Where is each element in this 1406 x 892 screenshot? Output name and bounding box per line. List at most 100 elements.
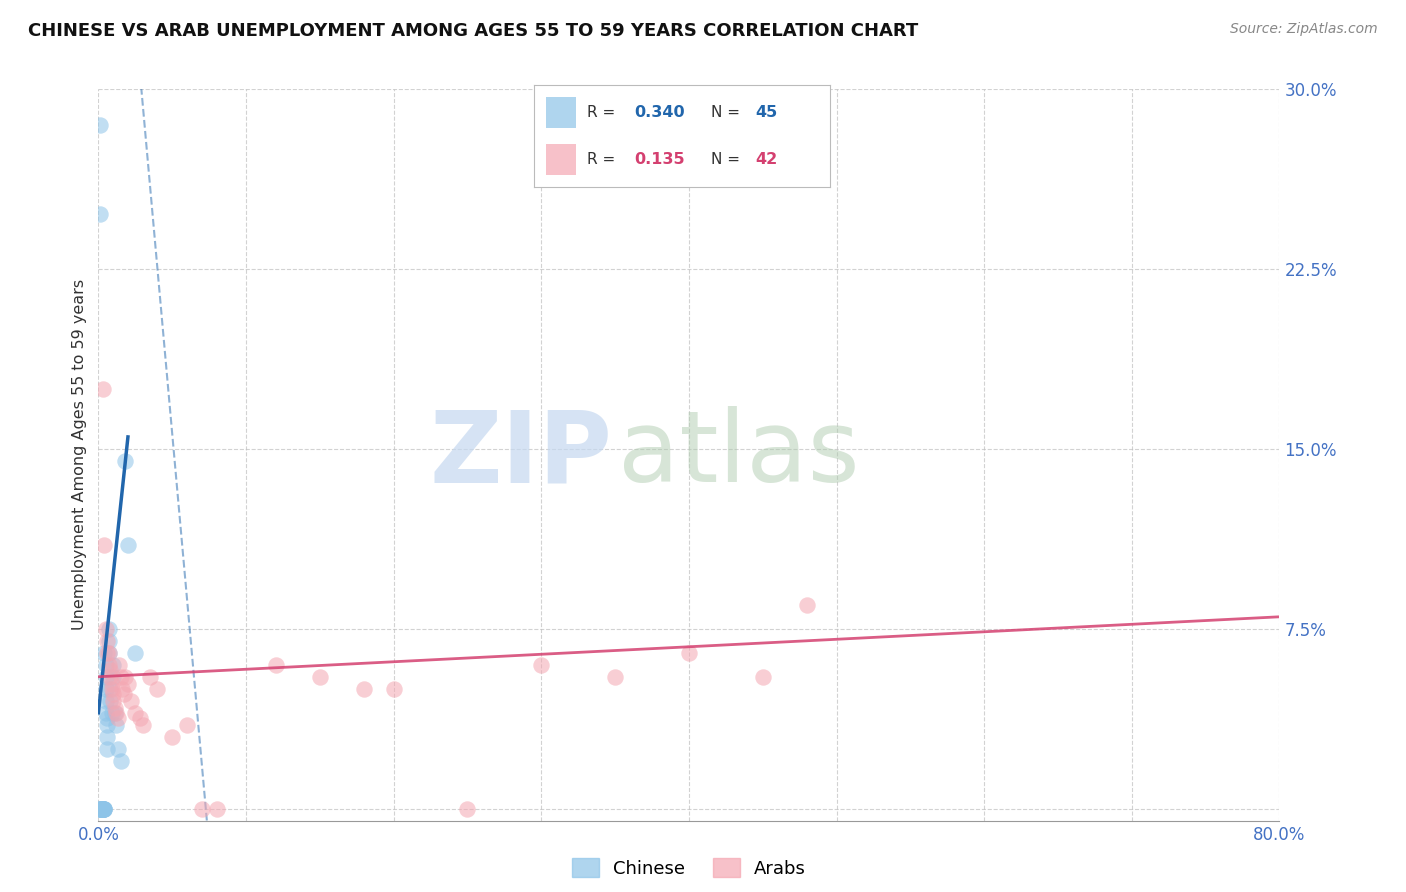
Point: [91, 802, 114, 816]
Point: [93, 802, 115, 816]
Point: [191, 802, 214, 816]
Point: [120, 694, 142, 708]
Point: [89, 118, 111, 132]
Point: [112, 687, 135, 701]
Point: [139, 670, 162, 684]
Text: N =: N =: [711, 153, 741, 167]
Point: [94, 706, 117, 720]
Point: [93, 802, 115, 816]
Point: [98, 663, 121, 677]
Point: [89, 802, 111, 816]
Point: [110, 670, 132, 684]
Point: [100, 677, 122, 691]
Text: 42: 42: [756, 153, 778, 167]
Point: [89, 802, 111, 816]
Point: [89, 207, 111, 221]
Point: [114, 670, 136, 684]
Point: [96, 710, 118, 724]
FancyBboxPatch shape: [546, 145, 575, 175]
Point: [97, 633, 120, 648]
Point: [111, 681, 134, 696]
Point: [94, 622, 117, 636]
Point: [98, 681, 121, 696]
Point: [796, 598, 818, 612]
Point: [90, 802, 112, 816]
Point: [117, 677, 139, 691]
Point: [90, 802, 112, 816]
Point: [93, 646, 115, 660]
Point: [97, 622, 120, 636]
Point: [103, 670, 125, 684]
Point: [104, 701, 127, 715]
Legend: Chinese, Arabs: Chinese, Arabs: [565, 851, 813, 885]
Text: R =: R =: [588, 153, 616, 167]
Point: [94, 657, 117, 672]
Y-axis label: Unemployment Among Ages 55 to 59 years: Unemployment Among Ages 55 to 59 years: [72, 279, 87, 631]
Point: [309, 670, 332, 684]
Point: [97, 646, 120, 660]
Point: [264, 657, 287, 672]
Text: ZIP: ZIP: [429, 407, 612, 503]
Point: [90, 802, 112, 816]
Point: [107, 741, 129, 756]
Text: atlas: atlas: [619, 407, 859, 503]
Point: [91, 802, 114, 816]
Point: [93, 802, 115, 816]
Point: [128, 710, 150, 724]
Point: [456, 802, 478, 816]
Point: [96, 646, 118, 660]
Point: [103, 657, 125, 672]
Text: Source: ZipAtlas.com: Source: ZipAtlas.com: [1230, 22, 1378, 37]
Point: [162, 730, 183, 744]
Point: [100, 706, 122, 720]
Point: [89, 802, 111, 816]
Point: [91, 382, 114, 396]
Point: [97, 646, 120, 660]
Point: [98, 670, 121, 684]
Point: [105, 706, 128, 720]
Point: [114, 454, 136, 468]
Point: [94, 694, 117, 708]
Point: [91, 802, 114, 816]
Point: [93, 802, 115, 816]
Point: [91, 802, 114, 816]
Point: [96, 730, 118, 744]
Point: [382, 681, 405, 696]
Point: [678, 646, 700, 660]
Point: [93, 538, 115, 552]
Point: [103, 687, 125, 701]
Point: [124, 646, 146, 660]
Point: [100, 681, 122, 696]
Point: [105, 717, 128, 731]
Point: [108, 657, 131, 672]
Point: [124, 706, 146, 720]
Point: [176, 717, 198, 731]
Point: [97, 657, 120, 672]
Point: [96, 741, 118, 756]
Point: [94, 670, 117, 684]
Point: [91, 802, 114, 816]
Point: [90, 802, 112, 816]
FancyBboxPatch shape: [546, 97, 575, 128]
Point: [91, 802, 114, 816]
Point: [117, 538, 139, 552]
Point: [90, 802, 112, 816]
Point: [146, 681, 169, 696]
Point: [104, 706, 127, 720]
Text: 0.340: 0.340: [634, 105, 685, 120]
Point: [751, 670, 773, 684]
Point: [96, 633, 118, 648]
Point: [353, 681, 375, 696]
Text: N =: N =: [711, 105, 741, 120]
Point: [530, 657, 553, 672]
Point: [103, 694, 125, 708]
Point: [107, 710, 129, 724]
Point: [605, 670, 627, 684]
Text: R =: R =: [588, 105, 616, 120]
Point: [94, 681, 117, 696]
Point: [205, 802, 228, 816]
Point: [96, 717, 118, 731]
Text: CHINESE VS ARAB UNEMPLOYMENT AMONG AGES 55 TO 59 YEARS CORRELATION CHART: CHINESE VS ARAB UNEMPLOYMENT AMONG AGES …: [28, 22, 918, 40]
Point: [132, 717, 155, 731]
Text: 45: 45: [756, 105, 778, 120]
